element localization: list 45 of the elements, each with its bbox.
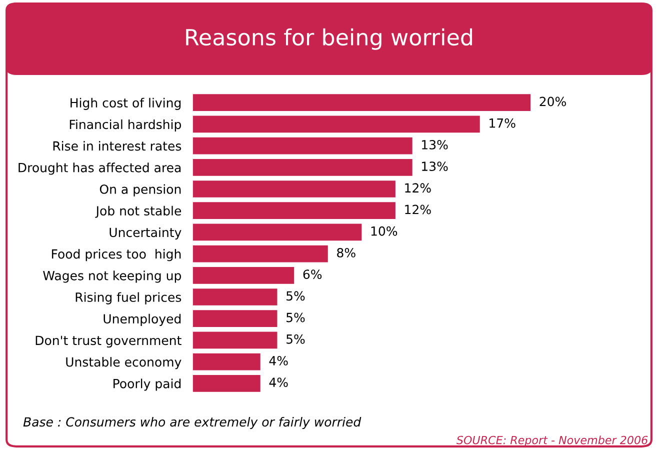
y-tick-label: Don't trust government <box>36 336 182 348</box>
data-label: 12% <box>405 183 431 193</box>
bar <box>192 224 362 241</box>
bar <box>192 353 260 370</box>
data-label: 6% <box>303 270 322 280</box>
data-label: 13% <box>422 162 448 172</box>
data-label: 5% <box>286 312 305 322</box>
y-tick-label: Financial hardship <box>70 119 181 132</box>
data-label: 20% <box>540 96 566 106</box>
data-label: 4% <box>269 356 288 366</box>
data-label: 13% <box>422 140 448 150</box>
text: Base : Consumers who are extremely or fairly worried <box>23 416 362 430</box>
bar <box>192 202 396 220</box>
bar <box>192 332 278 349</box>
data-label: 17% <box>490 118 516 128</box>
bar <box>192 180 396 198</box>
bar <box>192 94 531 112</box>
y-tick-label: Rise in interest rates <box>53 141 182 151</box>
y-tick-label: On a pension <box>100 184 181 196</box>
data-label: 12% <box>405 204 431 214</box>
bar <box>192 116 480 133</box>
bar <box>192 158 412 176</box>
y-tick-label: Wages not keeping up <box>43 270 181 283</box>
chart-title: Reasons for being worried <box>186 28 472 50</box>
y-tick-label: Job not stable <box>95 206 182 218</box>
bar <box>192 266 294 284</box>
data-label: 5% <box>286 334 305 344</box>
bar <box>192 245 328 262</box>
bar <box>192 137 412 154</box>
data-label: 5% <box>286 291 305 301</box>
data-label: 10% <box>371 226 398 236</box>
data-label: 4% <box>269 378 288 388</box>
y-tick-label: Rising fuel prices <box>76 292 182 304</box>
source-note: SOURCE: Report - November 2006 <box>456 436 648 446</box>
data-label: 8% <box>337 248 356 258</box>
bar <box>192 310 278 328</box>
y-tick-label: High cost of living <box>70 98 181 110</box>
y-tick-label: Uncertainty <box>110 227 182 240</box>
y-tick-label: Unemployed <box>104 314 181 326</box>
y-tick-label: Food prices too high <box>52 249 181 262</box>
bar <box>192 374 260 392</box>
bar <box>192 288 278 306</box>
y-tick-label: Unstable economy <box>66 357 182 370</box>
y-tick-label: Drought has affected area <box>18 162 181 175</box>
y-tick-label: Poorly paid <box>114 378 181 391</box>
